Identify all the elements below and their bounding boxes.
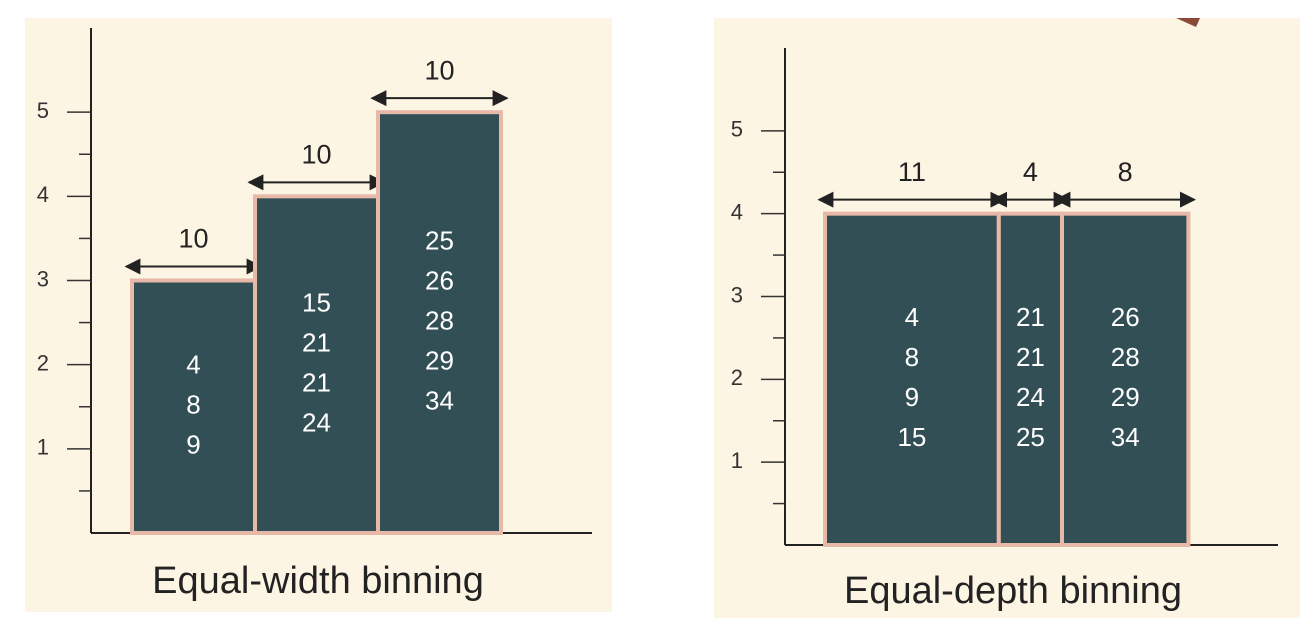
bin-item: 15 [897, 422, 926, 452]
bin-item: 15 [302, 288, 331, 318]
bin-item: 24 [302, 408, 331, 438]
bin-item: 4 [905, 302, 919, 332]
bin-item: 34 [1111, 422, 1140, 452]
bin-item: 4 [186, 350, 200, 380]
bin-item: 21 [1016, 302, 1045, 332]
y-tick-label: 4 [37, 182, 49, 207]
y-tick-label: 5 [731, 117, 743, 142]
bin-item: 29 [1111, 382, 1140, 412]
width-label: 8 [1118, 157, 1133, 187]
bin-item: 26 [425, 265, 454, 295]
decoration [1176, 18, 1200, 27]
width-label: 10 [301, 139, 331, 169]
y-tick-label: 1 [37, 435, 49, 460]
y-tick-label: 3 [731, 282, 743, 307]
y-tick-label: 1 [731, 448, 743, 473]
bin-item: 21 [1016, 342, 1045, 372]
y-tick-label: 2 [37, 350, 49, 375]
bin-item: 25 [1016, 422, 1045, 452]
bin-item: 9 [905, 382, 919, 412]
width-label: 10 [178, 224, 208, 254]
bin-item: 21 [302, 368, 331, 398]
y-tick-label: 2 [731, 365, 743, 390]
bar [376, 110, 503, 536]
bin-item: 24 [1016, 382, 1045, 412]
bar [253, 194, 380, 535]
y-tick-label: 3 [37, 266, 49, 291]
width-label: 4 [1023, 157, 1038, 187]
bin-item: 29 [425, 345, 454, 375]
width-label: 10 [424, 55, 454, 85]
width-label: 11 [898, 157, 926, 187]
bin-item: 8 [186, 390, 200, 420]
chart-title: Equal-depth binning [844, 570, 1182, 612]
bar [1060, 211, 1191, 548]
bin-item: 9 [186, 430, 200, 460]
bin-item: 28 [1111, 342, 1140, 372]
y-tick-label: 5 [37, 98, 49, 123]
bar [996, 211, 1064, 548]
chart-title: Equal-width binning [152, 560, 484, 602]
bin-item: 28 [425, 305, 454, 335]
bin-item: 26 [1111, 302, 1140, 332]
bin-item: 21 [302, 328, 331, 358]
y-tick-label: 4 [731, 199, 743, 224]
bin-item: 25 [425, 225, 454, 255]
bar [823, 211, 1001, 548]
bin-item: 8 [905, 342, 919, 372]
bin-item: 34 [425, 385, 454, 415]
